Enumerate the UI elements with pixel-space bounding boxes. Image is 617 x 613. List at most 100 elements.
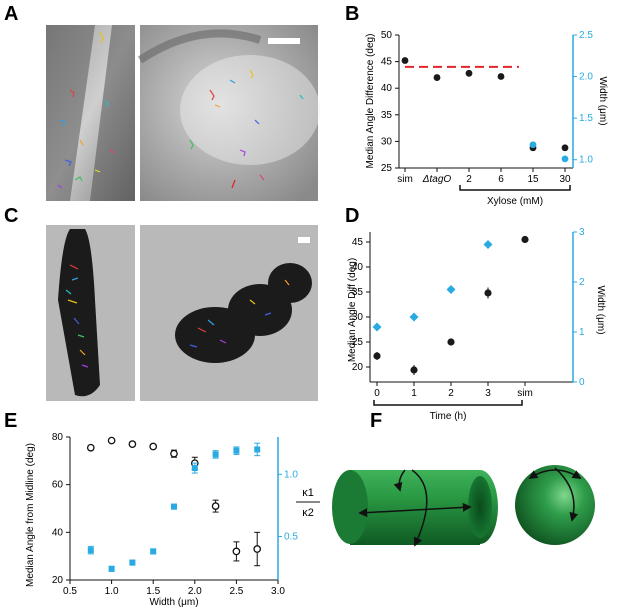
data-point-black bbox=[561, 144, 569, 152]
y-tick-label: 80 bbox=[52, 432, 64, 443]
data-point-black bbox=[373, 352, 381, 360]
data-point-cyan-square bbox=[171, 503, 177, 510]
panel-label-d: D bbox=[345, 205, 359, 227]
data-point-cyan-square bbox=[233, 447, 240, 454]
data-point-cyan-square bbox=[254, 446, 261, 453]
data-point-open-circle bbox=[149, 442, 158, 451]
y-tick-label: 20 bbox=[352, 362, 364, 373]
chart-e-y2label-top: κ1 bbox=[302, 487, 314, 499]
x-category-label: 1 bbox=[411, 388, 417, 399]
micrograph-a-right bbox=[137, 25, 320, 201]
data-point-open-circle bbox=[107, 436, 116, 445]
x-category-label: 30 bbox=[559, 174, 571, 185]
y-tick-label: 35 bbox=[381, 110, 393, 121]
scale-bar-c bbox=[298, 237, 310, 243]
cylinder-illustration bbox=[332, 469, 498, 547]
panel-label-b: B bbox=[345, 3, 359, 25]
data-point-black bbox=[521, 235, 529, 244]
x-category-label: 6 bbox=[498, 174, 504, 185]
x-tick-label: 0.5 bbox=[63, 586, 77, 597]
data-point-cyan-diamond bbox=[483, 240, 493, 249]
x-tick-label: 2.0 bbox=[188, 586, 202, 597]
y-tick-label: 25 bbox=[352, 337, 364, 348]
y-tick-label: 35 bbox=[352, 287, 364, 298]
data-point-open-circle bbox=[170, 449, 178, 458]
data-point-cyan-diamond bbox=[446, 285, 456, 294]
y-tick-label: 30 bbox=[381, 136, 393, 147]
data-point-black bbox=[484, 289, 492, 297]
chart-b-ylabel: Median Angle Difference (deg) bbox=[365, 34, 376, 169]
data-point-black bbox=[433, 74, 441, 81]
x-tick-label: 1.0 bbox=[105, 586, 119, 597]
panel-label-e: E bbox=[4, 410, 17, 432]
data-point-black bbox=[447, 338, 455, 346]
y-tick-label: 45 bbox=[352, 237, 364, 248]
y2-tick-label: 2.0 bbox=[579, 72, 593, 83]
data-point-black bbox=[401, 57, 409, 64]
x-category-label: ΔtagO bbox=[422, 174, 452, 185]
sphere-illustration bbox=[515, 465, 595, 545]
chart-e-xlabel: Width (μm) bbox=[149, 597, 198, 608]
chart-b-y2label: Width (μm) bbox=[597, 76, 608, 125]
data-point-black bbox=[410, 366, 418, 374]
micrograph-a-left bbox=[46, 25, 135, 201]
y-tick-label: 20 bbox=[52, 575, 64, 586]
chart-d-y2label: Width (μm) bbox=[595, 285, 606, 334]
data-point-cyan-square bbox=[129, 559, 136, 566]
y2-tick-label: 1.0 bbox=[579, 155, 593, 166]
data-point-cyan-square bbox=[150, 548, 157, 555]
micrograph-c-right bbox=[140, 225, 318, 401]
y2-tick-label: 1 bbox=[579, 327, 585, 338]
panel-label-f: F bbox=[370, 410, 382, 432]
x-category-label: 3 bbox=[485, 388, 491, 399]
data-point-cyan-square bbox=[87, 547, 94, 554]
y-tick-label: 25 bbox=[381, 163, 393, 174]
x-category-label: sim bbox=[397, 174, 413, 185]
data-point-open-circle bbox=[86, 443, 95, 452]
panel-label-a: A bbox=[4, 3, 18, 25]
chart-b: 25 30 35 40 45 50 1.0 1.5 2.0 2.5 sim ΔtagO 2 6 15 30 M… bbox=[365, 30, 608, 207]
y2-tick-label: 0.5 bbox=[284, 531, 298, 542]
x-tick-label: 2.5 bbox=[229, 586, 243, 597]
y2-tick-label: 3 bbox=[579, 227, 585, 238]
chart-e: 20 40 60 80 0.5 1.0 0.5 1.0 1.5 2.0 2.5 3.0 Median … bbox=[25, 432, 320, 608]
data-point-black bbox=[497, 73, 505, 80]
data-point-cyan-square bbox=[212, 451, 219, 458]
y-tick-label: 60 bbox=[52, 480, 64, 491]
data-point-cyan bbox=[529, 141, 537, 149]
y-tick-label: 40 bbox=[352, 262, 364, 273]
data-point-cyan-diamond bbox=[372, 322, 382, 332]
y-tick-label: 45 bbox=[381, 57, 393, 68]
y-tick-label: 40 bbox=[381, 83, 393, 94]
y2-tick-label: 2 bbox=[579, 277, 585, 288]
x-category-label: 2 bbox=[448, 388, 454, 399]
data-point-cyan-square bbox=[191, 465, 198, 472]
y2-tick-label: 0 bbox=[579, 377, 585, 388]
y-tick-label: 30 bbox=[352, 312, 364, 323]
y-tick-label: 50 bbox=[381, 30, 393, 41]
data-point-cyan-diamond bbox=[409, 312, 419, 322]
x-category-label: 2 bbox=[466, 174, 472, 185]
x-tick-label: 1.5 bbox=[146, 586, 160, 597]
data-point-open-circle bbox=[253, 545, 262, 553]
x-tick-label: 3.0 bbox=[271, 586, 285, 597]
scale-bar-a bbox=[268, 38, 300, 44]
x-category-label: 0 bbox=[374, 388, 380, 399]
data-point-cyan-square bbox=[108, 565, 115, 572]
data-point-open-circle bbox=[128, 440, 137, 448]
x-category-label: 15 bbox=[527, 174, 539, 185]
panel-label-c: C bbox=[4, 205, 18, 227]
y-tick-label: 40 bbox=[52, 527, 64, 538]
micrograph-c-left bbox=[46, 225, 135, 401]
data-point-open-circle bbox=[232, 547, 241, 556]
x-category-label: sim bbox=[517, 388, 533, 399]
data-point-cyan bbox=[561, 155, 569, 163]
chart-b-group-label: Xylose (mM) bbox=[487, 196, 543, 207]
y2-tick-label: 2.5 bbox=[579, 30, 593, 41]
chart-d-ylabel: Median Angle Diff (deg) bbox=[347, 258, 358, 362]
data-point-open-circle bbox=[211, 502, 220, 510]
y2-tick-label: 1.0 bbox=[284, 469, 298, 480]
chart-e-y2label-bottom: κ2 bbox=[302, 507, 314, 519]
